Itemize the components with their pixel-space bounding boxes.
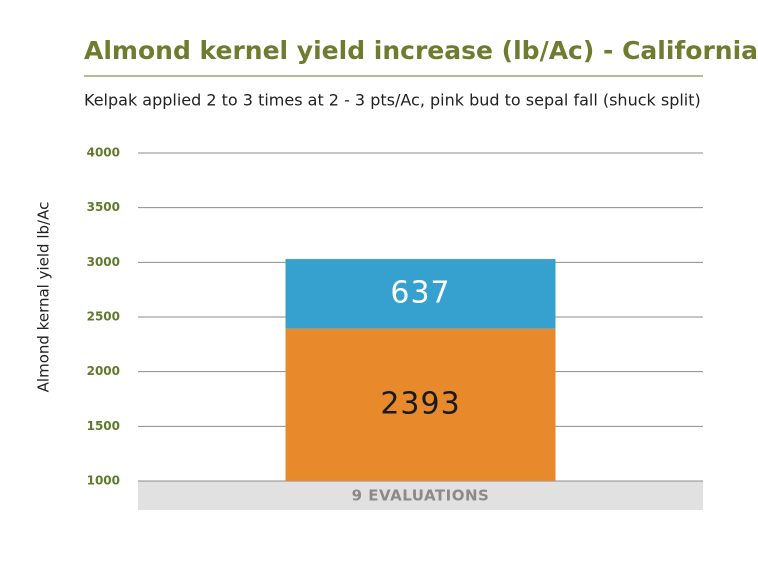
y-tick-label: 2500 (87, 310, 120, 324)
chart-subtitle: Kelpak applied 2 to 3 times at 2 - 3 pts… (84, 91, 701, 110)
data-label: 2393 (380, 386, 460, 421)
bar-segment (285, 259, 556, 329)
y-tick-label: 2000 (87, 364, 120, 378)
category-band (138, 481, 703, 510)
data-label: 637 (390, 275, 450, 310)
y-tick-label: 3000 (87, 255, 120, 269)
y-tick-label: 1000 (87, 474, 120, 488)
x-tick-label: 9 EVALUATIONS (352, 487, 490, 505)
y-tick-label: 3500 (87, 200, 120, 214)
chart-title: Almond kernel yield increase (lb/Ac) - C… (84, 36, 758, 65)
y-axis-label: Almond kernal yield lb/Ac (35, 202, 53, 393)
y-tick-label: 1500 (87, 419, 120, 433)
bar-segment (285, 328, 556, 481)
y-tick-label: 4000 (87, 146, 120, 160)
